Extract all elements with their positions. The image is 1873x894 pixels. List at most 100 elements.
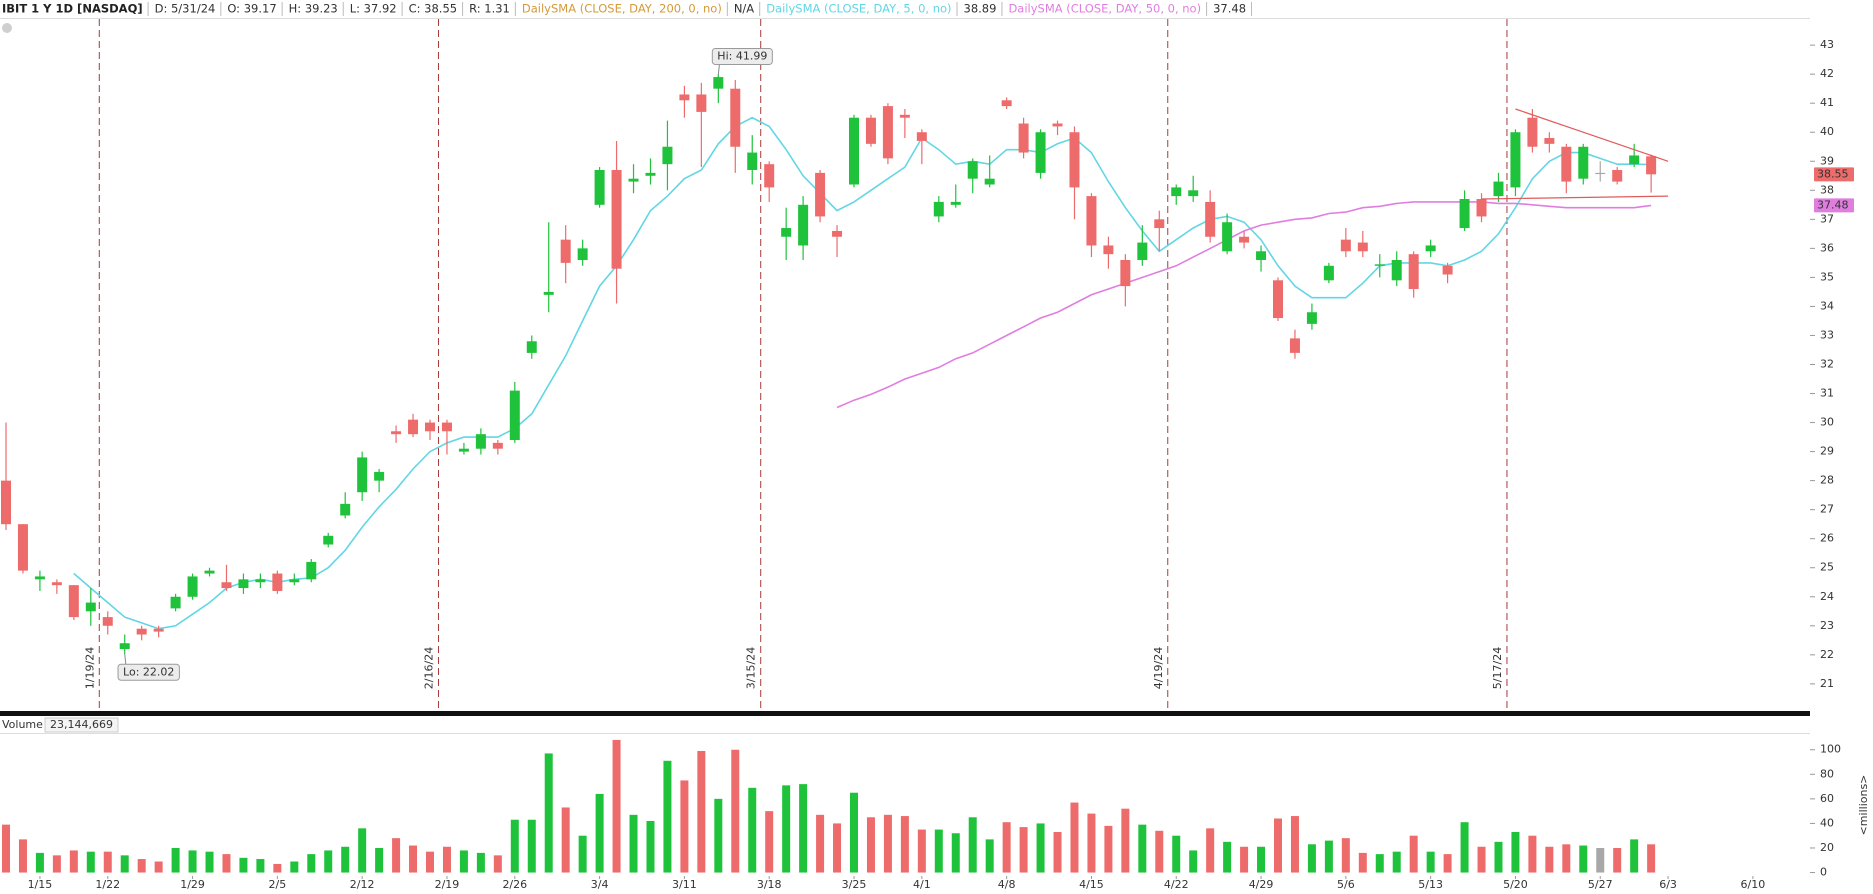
- volume-bar: [799, 784, 808, 873]
- volume-bar: [2, 824, 10, 873]
- volume-bar: [392, 838, 401, 873]
- candle-body: [1391, 259, 1402, 281]
- x-tick-label: 6/10: [1741, 878, 1766, 891]
- volume-bar: [1155, 830, 1164, 873]
- y-tick-label: 42: [1820, 67, 1834, 80]
- annotation-box: [117, 663, 180, 681]
- header-text: H: 39.23: [289, 2, 338, 16]
- candle-body: [425, 422, 435, 432]
- y-tick-label: 34: [1820, 299, 1834, 312]
- trendline: [1481, 195, 1669, 200]
- candle-body: [1188, 190, 1199, 197]
- header-text: DailySMA (CLOSE, DAY, 5, 0, no): [766, 2, 951, 16]
- candle-body: [289, 579, 300, 583]
- candle-body: [255, 579, 266, 583]
- candle-body: [1357, 242, 1368, 252]
- candle-body: [1086, 196, 1097, 246]
- volume-bar: [86, 851, 95, 873]
- volume-bar: [358, 828, 367, 873]
- candle-body: [645, 172, 656, 176]
- header-text: O: 39.17: [227, 2, 276, 16]
- candle-body: [543, 291, 554, 295]
- x-tick-label: 4/8: [998, 878, 1016, 891]
- volume-bar: [290, 861, 299, 873]
- candle-body: [984, 178, 995, 185]
- candle-body: [306, 561, 317, 580]
- x-tick-label: 1/29: [180, 878, 205, 891]
- volume-bar: [561, 807, 570, 873]
- x-tick-label: 3/4: [591, 878, 609, 891]
- volume-bar: [985, 839, 994, 873]
- volume-bar: [883, 814, 892, 873]
- y-tick-label: 32: [1820, 358, 1834, 371]
- volume-bar: [968, 817, 977, 873]
- header-text: L: 37.92: [350, 2, 397, 16]
- volume-bar: [1477, 846, 1486, 873]
- candle-body: [170, 596, 181, 609]
- volume-bar: [222, 854, 231, 873]
- x-tick-label: 2/26: [502, 878, 527, 891]
- marker-label: 3/15/24: [745, 647, 758, 689]
- candle-body: [475, 434, 486, 449]
- volume-bar: [1087, 813, 1096, 873]
- candle-body: [119, 643, 130, 650]
- volume-bar: [476, 852, 485, 873]
- volume-bar: [205, 851, 214, 873]
- volume-bar: [273, 863, 282, 873]
- volume-bar: [256, 859, 265, 873]
- x-tick-label: 6/3: [1659, 878, 1677, 891]
- volume-bar: [714, 798, 723, 873]
- x-tick-label: 2/12: [350, 878, 375, 891]
- candle-body: [1205, 201, 1216, 237]
- y-tick-label: 21: [1820, 677, 1834, 690]
- volume-bar: [442, 846, 451, 873]
- candle-body: [1171, 187, 1182, 197]
- volume-bar: [493, 855, 502, 873]
- y-tick-label: 40: [1820, 125, 1834, 138]
- volume-bar: [1562, 844, 1571, 873]
- volume-bar: [341, 846, 350, 873]
- volume-bar: [1206, 828, 1215, 873]
- sma-line: [836, 201, 1652, 409]
- candle-body: [1476, 199, 1487, 217]
- candle-body: [950, 201, 961, 205]
- candle-body: [1239, 236, 1250, 243]
- candle-body: [1323, 265, 1334, 281]
- candle-body: [1510, 132, 1521, 188]
- x-tick-label: 4/22: [1164, 878, 1189, 891]
- volume-bar: [18, 839, 27, 873]
- y-tick-label: 41: [1820, 96, 1834, 109]
- add-icon[interactable]: [2, 23, 12, 33]
- volume-bar: [1138, 824, 1147, 873]
- candle-body: [764, 164, 775, 188]
- candle-body: [1595, 172, 1606, 175]
- candle-body: [1103, 245, 1114, 255]
- y-tick-label: 24: [1820, 590, 1834, 603]
- candle-body: [1035, 132, 1046, 173]
- y-tick-label: 23: [1820, 619, 1834, 632]
- marker-label: 2/16/24: [422, 647, 435, 689]
- candle-body: [1442, 265, 1453, 275]
- volume-bar: [120, 855, 129, 873]
- volume-header-value: 23,144,669: [50, 718, 113, 731]
- y-tick-label: 36: [1820, 241, 1834, 254]
- volume-bar: [850, 792, 858, 873]
- x-tick-label: 4/15: [1079, 878, 1104, 891]
- y-tick-label: 29: [1820, 445, 1834, 458]
- candle-body: [238, 579, 249, 589]
- volume-bar: [188, 850, 197, 873]
- candle-body: [357, 457, 368, 493]
- annotation-box: [711, 47, 773, 65]
- volume-bar: [1358, 852, 1367, 873]
- candle-body: [747, 152, 758, 170]
- volume-bar: [1223, 841, 1232, 873]
- volume-bar: [1630, 839, 1639, 873]
- header-text: R: 1.31: [469, 2, 510, 16]
- volume-bar: [1274, 818, 1282, 873]
- volume-bar: [1019, 827, 1028, 873]
- y-tick-label: 27: [1820, 503, 1834, 516]
- candle-body: [1256, 251, 1267, 260]
- volume-header-box: [44, 717, 119, 733]
- candle-body: [560, 239, 571, 263]
